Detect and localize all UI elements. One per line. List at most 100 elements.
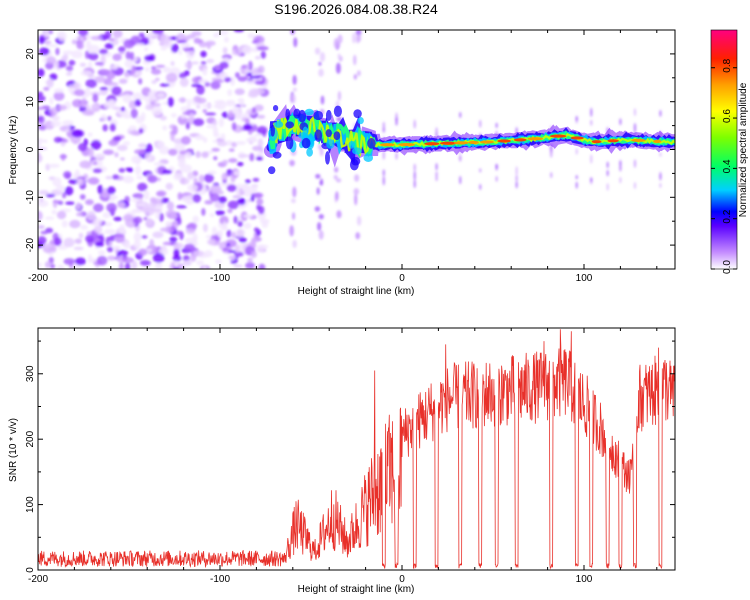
noise-blob xyxy=(54,88,64,94)
line-spike xyxy=(413,179,416,189)
noise-blob xyxy=(54,237,62,247)
line-spike xyxy=(435,163,438,171)
signal-hotspot xyxy=(380,143,395,147)
noise-blob xyxy=(155,191,166,197)
noise-blob xyxy=(237,229,244,237)
noise-blob xyxy=(62,50,74,55)
noise-blob xyxy=(132,216,143,224)
noise-blob xyxy=(87,132,93,137)
noise-streak xyxy=(337,34,343,44)
line-spike xyxy=(633,108,637,117)
noise-blob xyxy=(123,39,135,49)
noise-streak xyxy=(337,90,342,101)
noise-blob xyxy=(171,43,179,53)
noise-streak xyxy=(316,187,320,195)
noise-blob xyxy=(231,231,236,239)
line-spike xyxy=(606,169,609,177)
line-spike xyxy=(395,152,398,160)
noise-blob xyxy=(222,221,227,230)
noise-blob xyxy=(196,104,201,109)
noise-blob xyxy=(71,50,83,59)
noise-blob xyxy=(145,152,152,162)
noise-blob xyxy=(185,122,190,130)
noise-blob xyxy=(38,115,45,124)
noise-blob xyxy=(198,174,205,183)
line-spike xyxy=(575,148,578,155)
noise-blob xyxy=(241,45,253,55)
noise-blob xyxy=(75,169,80,177)
noise-blob xyxy=(213,103,222,109)
noise-blob xyxy=(169,236,178,243)
noise-blob xyxy=(191,31,202,37)
noise-blob xyxy=(149,238,155,249)
noise-blob xyxy=(106,71,116,80)
noise-blob xyxy=(202,223,208,233)
noise-blob xyxy=(170,61,175,66)
noise-blob xyxy=(119,262,124,269)
noise-blob xyxy=(85,234,94,243)
spectrogram-y-axis-label: Frequency (Hz) xyxy=(8,116,19,185)
noise-blob xyxy=(105,175,113,180)
noise-blob xyxy=(160,45,167,51)
noise-blob xyxy=(246,80,256,85)
noise-blob xyxy=(172,125,178,135)
noise-blob xyxy=(126,168,134,173)
noise-blob xyxy=(222,247,228,252)
noise-blob xyxy=(241,185,250,192)
noise-blob xyxy=(69,219,81,229)
transition-blob xyxy=(313,110,324,121)
noise-blob xyxy=(90,35,103,41)
noise-blob xyxy=(63,237,75,248)
noise-blob xyxy=(107,255,116,261)
noise-blob xyxy=(107,82,119,86)
line-spike xyxy=(495,175,498,182)
noise-blob xyxy=(218,196,227,204)
noise-blob xyxy=(241,64,248,69)
colorbar-tick-label: 0.2 xyxy=(722,209,733,223)
noise-blob xyxy=(38,236,47,245)
line-spike xyxy=(479,183,482,190)
signal-hotspot xyxy=(550,134,567,138)
noise-streak xyxy=(289,159,295,167)
transition-blob xyxy=(352,147,362,155)
noise-blob xyxy=(138,248,148,256)
noise-blob xyxy=(136,202,145,207)
spectrogram-signal-layer xyxy=(264,104,675,175)
noise-blob xyxy=(202,266,208,269)
noise-blob xyxy=(233,215,238,224)
noise-blob xyxy=(252,177,260,182)
noise-blob xyxy=(43,30,50,38)
noise-streak xyxy=(354,193,358,206)
noise-blob xyxy=(145,143,153,154)
noise-streak xyxy=(353,188,360,195)
noise-streak xyxy=(292,74,297,85)
noise-blob xyxy=(74,238,82,244)
noise-streak xyxy=(335,62,341,74)
noise-blob xyxy=(93,225,103,234)
noise-blob xyxy=(249,135,257,142)
line-spike xyxy=(413,170,416,181)
noise-blob xyxy=(233,251,244,257)
noise-streak xyxy=(354,174,360,182)
noise-blob xyxy=(122,257,134,264)
noise-blob xyxy=(231,122,237,131)
noise-blob xyxy=(57,264,65,269)
noise-blob xyxy=(146,217,153,225)
noise-blob xyxy=(257,114,266,119)
noise-blob xyxy=(198,79,209,84)
noise-blob xyxy=(160,34,171,45)
noise-blob xyxy=(182,111,192,116)
noise-blob xyxy=(254,104,264,112)
signal-hotspot xyxy=(570,136,584,140)
noise-blob xyxy=(158,146,170,155)
noise-blob xyxy=(98,48,109,55)
noise-blob xyxy=(94,62,104,66)
transition-blob xyxy=(285,121,295,129)
transition-blob xyxy=(325,109,332,122)
transition-blob xyxy=(301,137,311,149)
noise-blob xyxy=(122,141,131,146)
colorbar-gradient xyxy=(710,29,738,270)
noise-blob xyxy=(256,156,263,161)
noise-blob xyxy=(248,60,253,71)
colorbar-tick-label: 0.4 xyxy=(722,159,733,173)
